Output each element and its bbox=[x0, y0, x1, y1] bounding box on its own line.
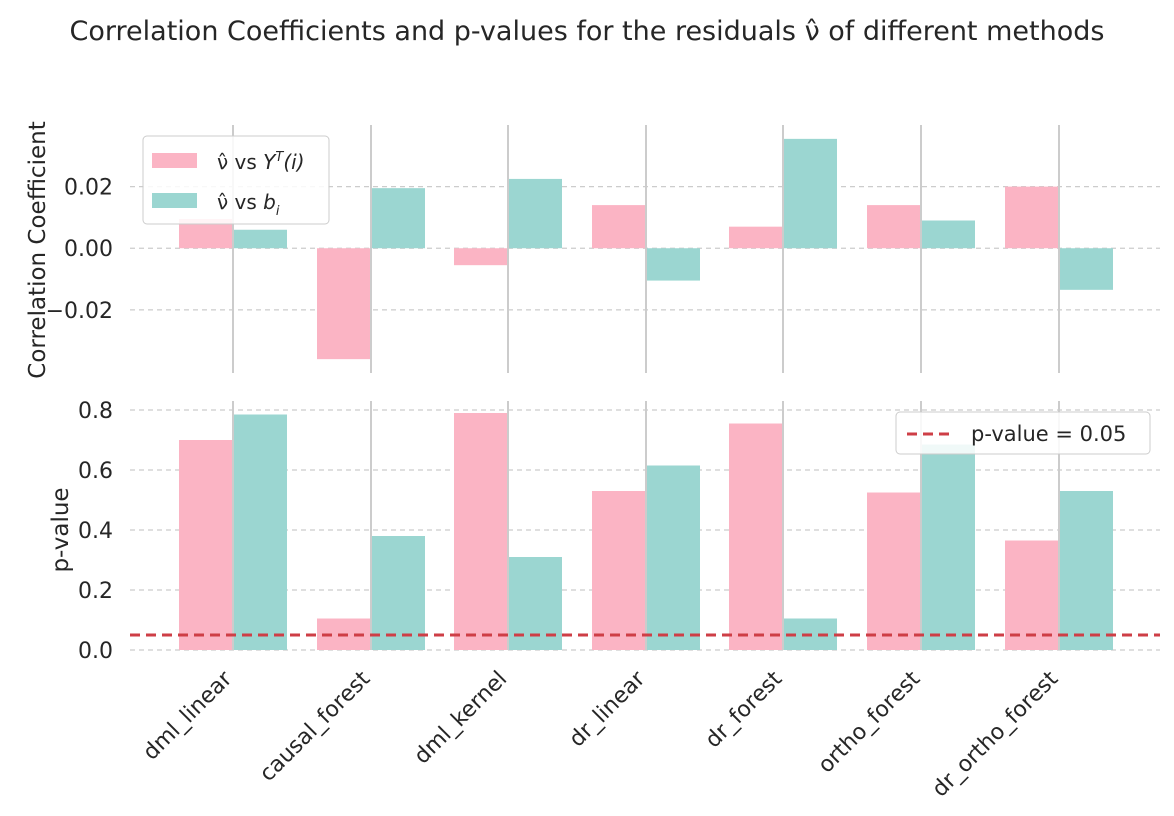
corr-y-tick-label: 0.02 bbox=[64, 176, 113, 201]
p-bar-series-a bbox=[867, 492, 920, 650]
corr-y-tick-label: 0.00 bbox=[64, 237, 113, 262]
corr-bar-series-a bbox=[867, 205, 920, 249]
legend-threshold-label: p-value = 0.05 bbox=[971, 422, 1126, 446]
p-bar-series-a bbox=[454, 413, 507, 650]
corr-bar-series-b bbox=[372, 188, 425, 249]
corr-y-tick-label: −0.02 bbox=[46, 299, 113, 324]
corr-bar-series-a bbox=[729, 226, 782, 249]
x-tick-label: dml_kernel bbox=[410, 667, 513, 770]
corr-bar-series-a bbox=[1005, 186, 1058, 249]
p-y-tick-label: 0.2 bbox=[78, 579, 113, 604]
legend-label-series-a: ν̂ vs YT(i) bbox=[217, 150, 305, 174]
x-tick-label: causal_forest bbox=[255, 666, 375, 786]
p-bar-series-a bbox=[729, 423, 782, 650]
p-y-tick-label: 0.4 bbox=[78, 519, 113, 544]
corr-bar-series-b bbox=[509, 178, 562, 249]
pvalue-y-ticks: 0.0 0.2 0.4 0.6 0.8 bbox=[78, 399, 113, 664]
x-axis-tick-labels: dml_linear causal_forest dml_kernel dr_line… bbox=[138, 666, 1063, 802]
correlation-y-axis-label: Correlation Coefficient bbox=[25, 121, 51, 378]
p-bar-series-b bbox=[647, 465, 700, 650]
legend-label-series-b: ν̂ vs bi bbox=[217, 190, 280, 219]
legend-swatch-series-b bbox=[152, 193, 197, 208]
corr-bar-series-a bbox=[454, 248, 507, 266]
p-bar-series-a bbox=[592, 491, 645, 650]
corr-bar-series-a bbox=[317, 248, 370, 360]
correlation-y-ticks: −0.02 0.00 0.02 bbox=[46, 176, 113, 324]
p-y-tick-label: 0.0 bbox=[78, 639, 113, 664]
pvalue-y-axis-label: p-value bbox=[48, 487, 74, 572]
p-bar-series-b bbox=[234, 414, 287, 650]
p-bar-series-b bbox=[372, 536, 425, 650]
p-bar-series-a bbox=[1005, 540, 1058, 650]
correlation-legend: ν̂ vs YT(i) ν̂ vs bi bbox=[142, 135, 330, 225]
p-bar-series-b bbox=[1060, 491, 1113, 650]
figure-title: Correlation Coefficients and p-values fo… bbox=[70, 16, 1105, 47]
legend-frame bbox=[895, 411, 1151, 455]
corr-bar-series-b bbox=[647, 248, 700, 281]
correlation-panel: −0.02 0.00 0.02 Correlation Coefficient ν̂… bbox=[25, 121, 1160, 379]
p-y-tick-label: 0.6 bbox=[78, 459, 113, 484]
pvalue-legend: p-value = 0.05 bbox=[895, 411, 1151, 455]
corr-bar-series-b bbox=[922, 220, 975, 249]
corr-bar-series-b bbox=[1060, 248, 1113, 290]
x-tick-label: dr_forest bbox=[701, 666, 788, 753]
x-tick-label: dr_ortho_forest bbox=[928, 666, 1064, 802]
corr-bar-series-a bbox=[592, 205, 645, 249]
x-tick-label: dml_linear bbox=[138, 666, 237, 765]
corr-bar-series-b bbox=[784, 138, 837, 249]
x-tick-label: ortho_forest bbox=[814, 666, 926, 778]
x-tick-label: dr_linear bbox=[565, 666, 651, 752]
p-bar-series-a bbox=[179, 440, 232, 650]
legend-swatch-series-a bbox=[152, 153, 197, 168]
p-bar-series-b bbox=[922, 444, 975, 650]
pvalue-panel: 0.0 0.2 0.4 0.6 0.8 p-value p-value = 0.05 bbox=[48, 399, 1160, 664]
p-y-tick-label: 0.8 bbox=[78, 399, 113, 424]
corr-bar-series-b bbox=[234, 229, 287, 249]
